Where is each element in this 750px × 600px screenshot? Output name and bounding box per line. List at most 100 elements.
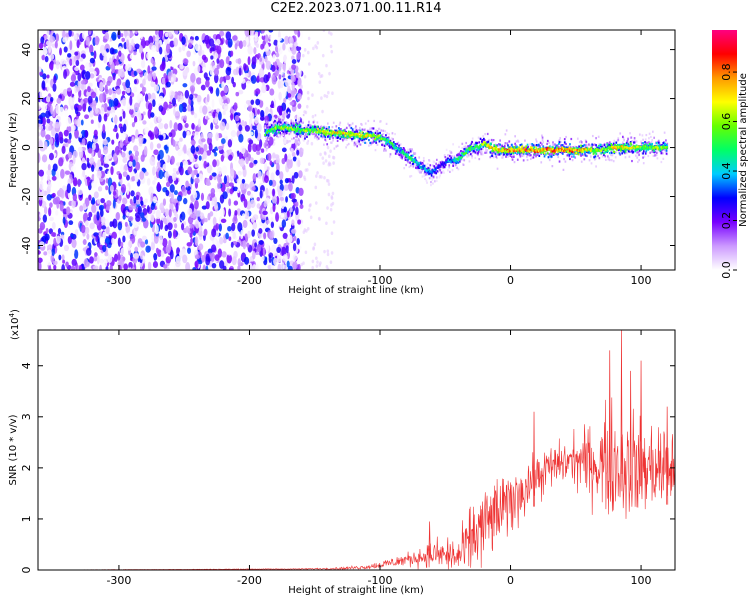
noise-blob [286, 260, 290, 268]
noise-blob [244, 256, 250, 265]
noise-blob [82, 202, 87, 209]
ridge-cell [306, 135, 308, 138]
noise-blob [241, 178, 246, 184]
noise-blob [243, 139, 249, 144]
noise-blob [66, 87, 72, 92]
noise-blob [256, 150, 261, 156]
noise-blob [168, 208, 172, 218]
noise-blob [260, 110, 265, 118]
ridge-cell [378, 140, 381, 143]
noise-blob [153, 175, 158, 181]
ridge-cell [580, 160, 583, 163]
noise-blob [89, 110, 94, 118]
noise-blob [140, 51, 145, 60]
ridge-cell [662, 157, 665, 160]
ridge-cell [355, 125, 357, 128]
noise-blob [259, 189, 263, 199]
noise-blob [221, 165, 228, 175]
noise-blob [157, 154, 161, 161]
noise-blob [279, 171, 284, 180]
ridge-cell [595, 137, 597, 140]
noise-blob [211, 98, 215, 109]
noise-blob [63, 244, 70, 252]
noise-blob [291, 198, 297, 203]
ridge-cell [358, 126, 361, 130]
noise-blob [149, 121, 154, 129]
noise-blob [86, 161, 90, 168]
noise-blob [221, 251, 227, 258]
noise-blob [327, 182, 331, 186]
noise-blob [133, 223, 139, 228]
ridge-cell [623, 139, 625, 142]
noise-blob [56, 137, 60, 146]
noise-blob [172, 68, 178, 76]
noise-blob [240, 78, 246, 84]
ridge-cell [267, 134, 270, 137]
noise-blob [330, 231, 334, 236]
ridge-cell [287, 111, 290, 114]
noise-blob [194, 154, 198, 160]
noise-blob [147, 261, 152, 270]
noise-blob [150, 112, 155, 118]
noise-blob [276, 246, 282, 254]
noise-blob [99, 258, 104, 264]
noise-blob [244, 124, 251, 132]
noise-blob [226, 187, 231, 194]
noise-blob [99, 81, 104, 92]
ridge-cell [403, 167, 406, 170]
noise-blob [130, 170, 135, 177]
noise-blob [173, 122, 178, 132]
ridge-cell [495, 145, 498, 148]
noise-blob [189, 222, 194, 229]
noise-blob [237, 188, 240, 194]
noise-blob [320, 175, 323, 179]
noise-blob [195, 77, 202, 85]
noise-blob [50, 62, 54, 71]
noise-blob [186, 50, 191, 58]
noise-blob [149, 156, 155, 166]
noise-blob [238, 124, 243, 132]
noise-blob [67, 53, 72, 58]
noise-blob [297, 93, 303, 100]
ridge-cell [660, 160, 663, 164]
noise-blob [291, 228, 297, 234]
noise-blob [138, 135, 144, 145]
ridge-cell [649, 151, 652, 154]
noise-blob [75, 59, 80, 67]
ridge-cell [420, 171, 423, 174]
noise-blob [190, 72, 196, 83]
ridge-cell [289, 140, 291, 143]
ridge-cell [506, 153, 509, 156]
noise-blob [319, 152, 322, 157]
ridge-cell [479, 137, 482, 140]
noise-blob [170, 61, 176, 68]
ridge-cell [491, 152, 494, 155]
noise-blob [302, 230, 306, 235]
noise-blob [260, 30, 265, 34]
noise-blob [298, 170, 303, 179]
noise-blob [286, 57, 289, 67]
ridge-cell [552, 141, 554, 144]
noise-blob [122, 97, 126, 107]
noise-blob [152, 179, 156, 185]
noise-blob [268, 30, 274, 33]
noise-blob [311, 259, 315, 264]
noise-blob [288, 182, 293, 192]
ridge-cell [542, 145, 545, 148]
noise-blob [323, 249, 326, 254]
ridge-cell [486, 132, 489, 136]
noise-blob [304, 168, 308, 172]
noise-blob [214, 117, 218, 124]
ridge-cell [411, 148, 413, 151]
noise-blob [106, 200, 112, 207]
noise-blob [119, 115, 123, 122]
noise-blob [200, 138, 206, 143]
ridge-cell [529, 154, 532, 157]
noise-blob [264, 55, 268, 63]
noise-blob [120, 183, 127, 194]
ridge-cell [409, 150, 412, 153]
noise-blob [318, 80, 322, 84]
noise-blob [201, 49, 205, 56]
ridge-cell [636, 156, 639, 159]
noise-blob [281, 219, 287, 228]
